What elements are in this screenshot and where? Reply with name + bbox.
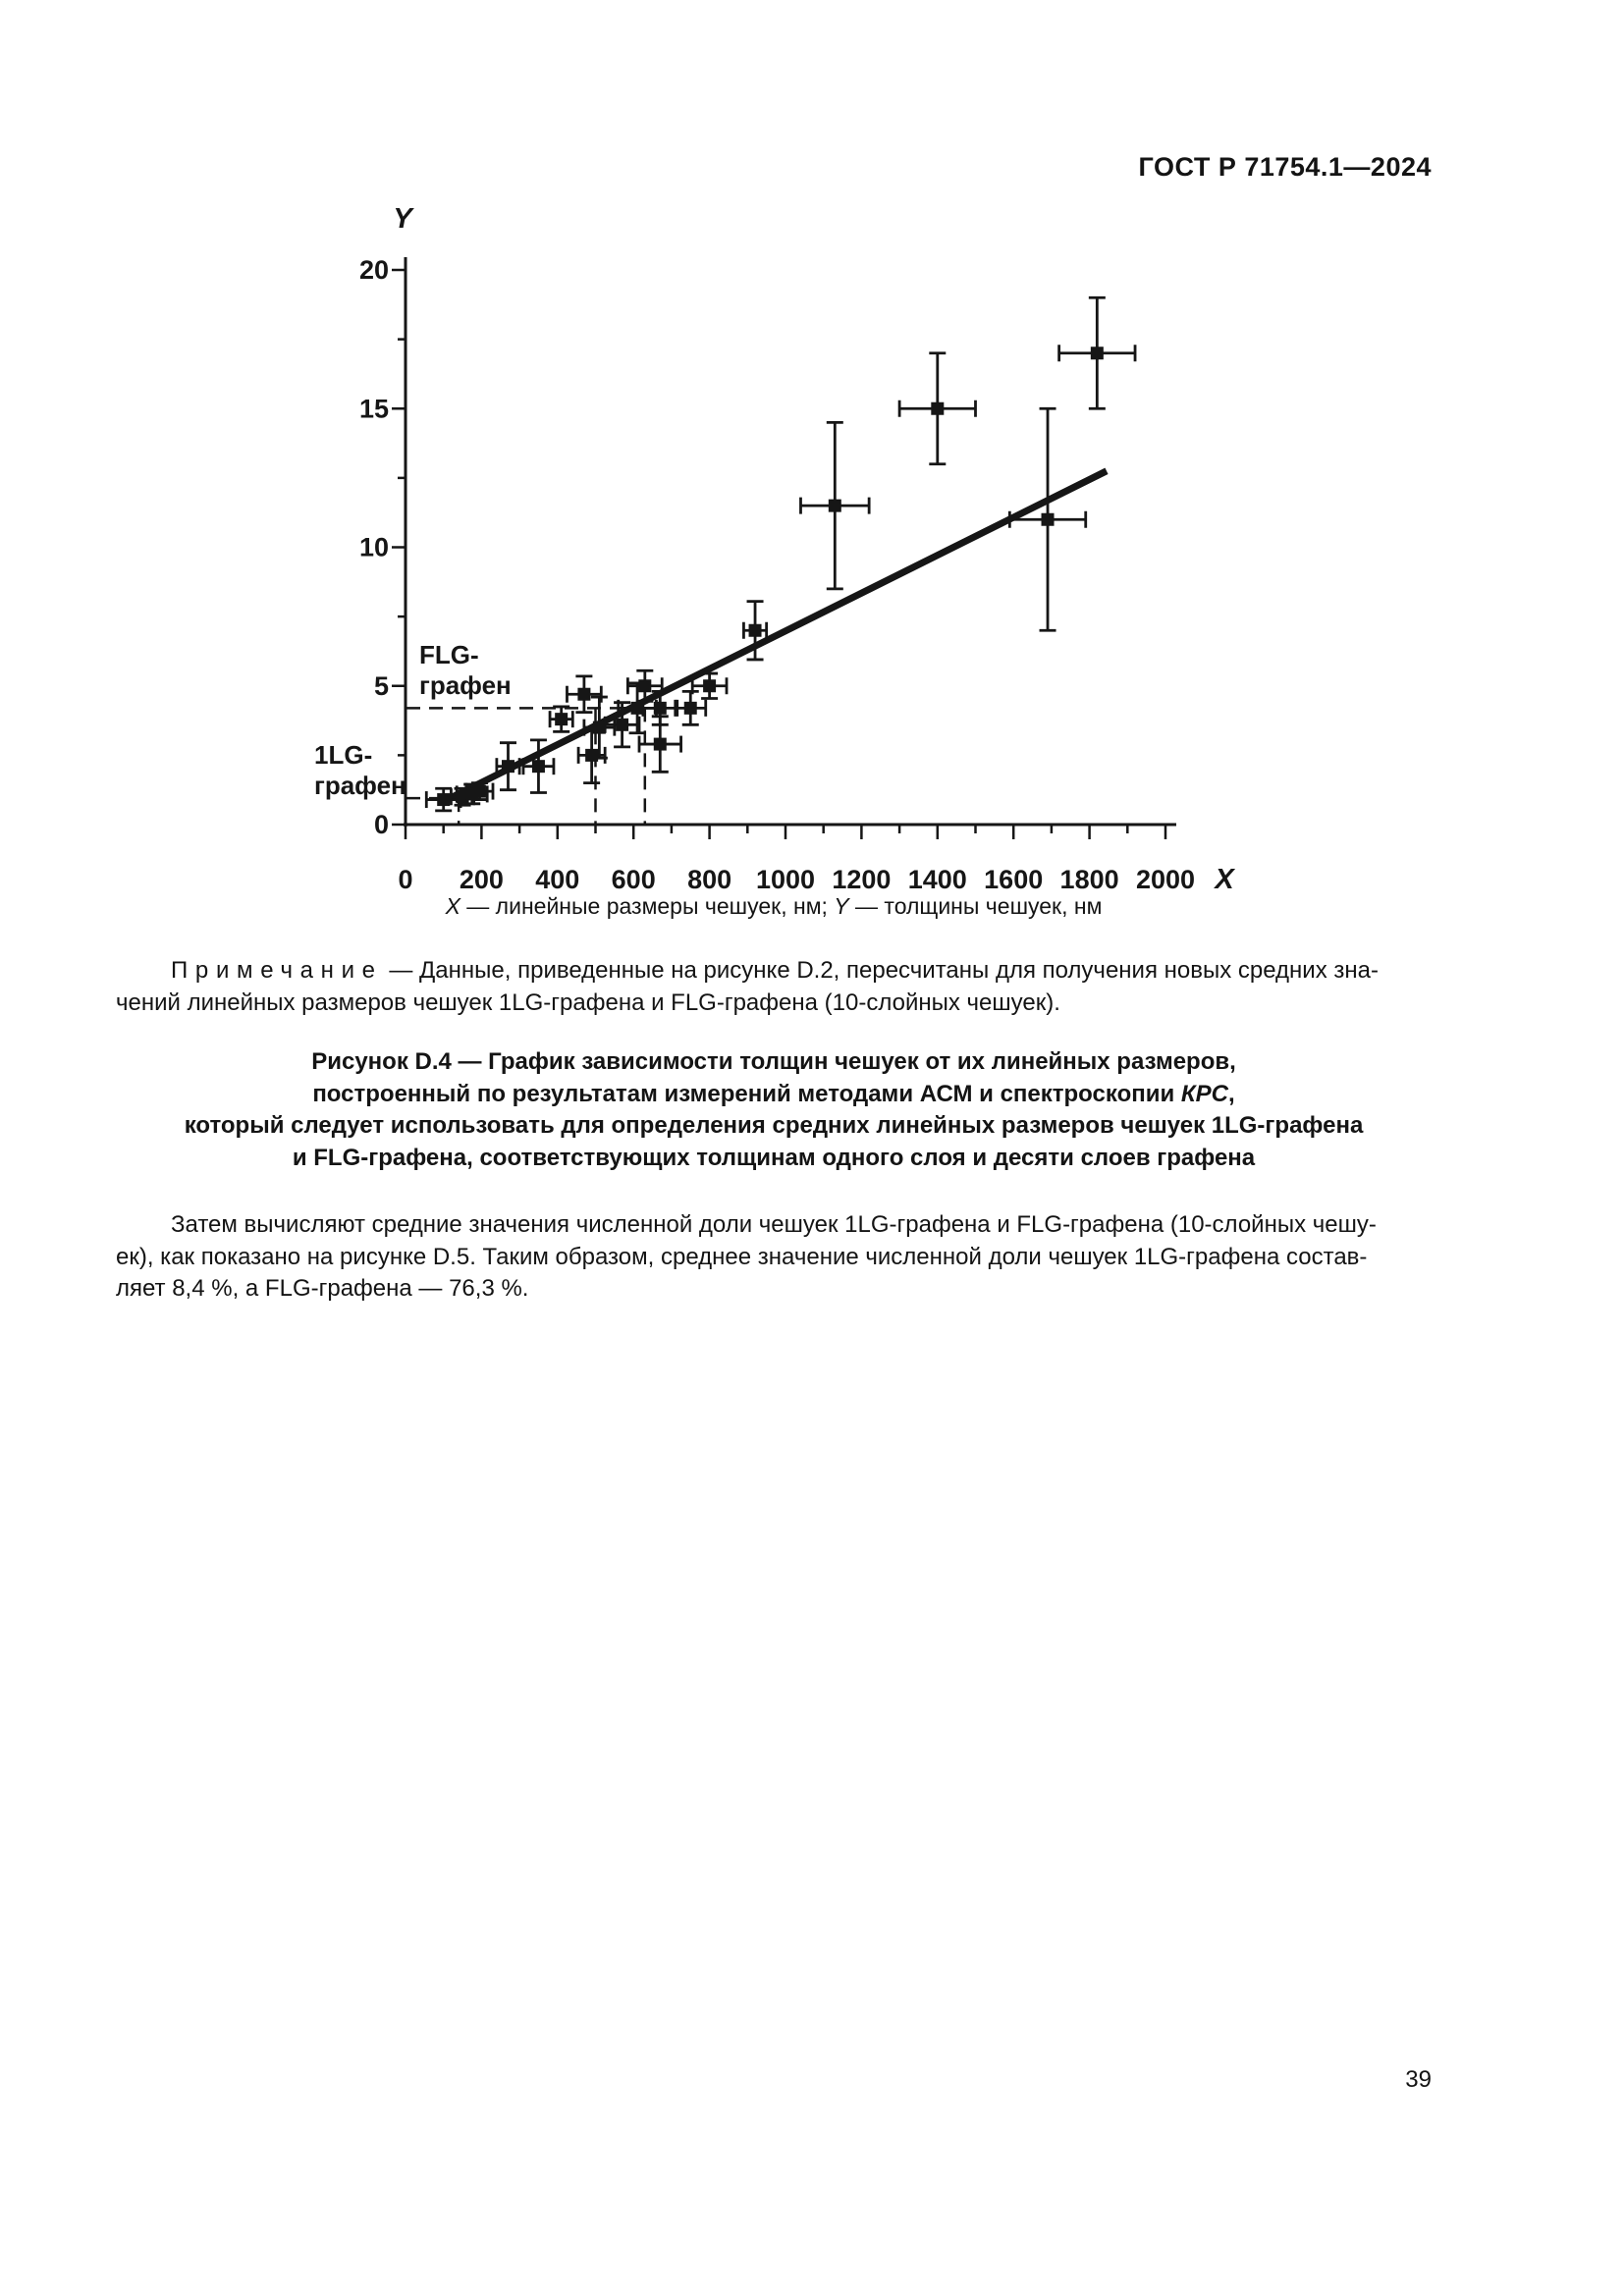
- body-text-line-1: Затем вычисляют средние значения численн…: [171, 1211, 1377, 1238]
- page-number: 39: [1405, 2066, 1432, 2093]
- body-paragraph-line-3: ляет 8,4 %, а FLG-графена — 76,3 %.: [116, 1275, 529, 1302]
- square-marker: [703, 679, 717, 693]
- data-point: [1007, 406, 1088, 632]
- x-tick-label: 1000: [756, 865, 815, 894]
- data-point: [625, 668, 664, 703]
- y-definition: — толщины чешуек, нм: [848, 893, 1103, 919]
- data-point: [548, 705, 574, 733]
- body-paragraph-line-2: ек), как показано на рисунке D.5. Таким …: [116, 1243, 1368, 1270]
- square-marker: [501, 760, 514, 774]
- caption-line2-comma: ,: [1228, 1080, 1235, 1107]
- square-marker: [437, 793, 451, 807]
- caption-line2-text: построенный по результатам измерений мет…: [312, 1080, 1181, 1107]
- y-tick-label: 5: [374, 671, 389, 701]
- data-point: [641, 690, 679, 726]
- figure-caption-line-2: построенный по результатам измерений мет…: [116, 1079, 1432, 1111]
- figure-caption: Рисунок D.4 — График зависимости толщин …: [116, 1046, 1432, 1174]
- document-header: ГОСТ Р 71754.1—2024: [1138, 152, 1432, 182]
- data-point: [464, 781, 495, 801]
- square-marker: [638, 679, 652, 693]
- square-marker: [577, 687, 591, 701]
- square-marker: [828, 499, 841, 512]
- data-point: [495, 741, 521, 792]
- square-marker: [555, 713, 568, 726]
- x-tick-label: 1200: [832, 865, 891, 894]
- square-marker: [653, 737, 667, 751]
- x-tick-label: 1600: [984, 865, 1043, 894]
- x-axis-symbol: X: [1213, 864, 1235, 895]
- data-point: [582, 695, 617, 760]
- lg-label-line-2: графен: [314, 771, 406, 800]
- caption-line2-italic: КРС: [1180, 1080, 1228, 1107]
- x-tick-label: 400: [535, 865, 579, 894]
- data-point: [897, 351, 977, 466]
- data-point: [521, 738, 556, 794]
- square-marker: [630, 701, 644, 715]
- square-marker: [1090, 347, 1104, 360]
- flg-label-line-2: графен: [419, 670, 512, 700]
- x-tick-label: 800: [687, 865, 731, 894]
- axis-definitions-caption: X — линейные размеры чешуек, нм; Y — тол…: [116, 893, 1432, 920]
- y-tick-label: 20: [359, 255, 389, 285]
- data-point: [603, 701, 641, 749]
- note-text-line-1: — Данные, приведенные на рисунке D.2, пе…: [382, 957, 1379, 984]
- y-axis-symbol: Y: [393, 203, 414, 235]
- square-marker: [531, 760, 545, 774]
- square-marker: [472, 784, 486, 798]
- data-point: [799, 420, 871, 591]
- figure-note: Примечание — Данные, приведенные на рису…: [116, 954, 1432, 1019]
- note-label: Примечание: [171, 957, 383, 984]
- x-tick-label: 1400: [908, 865, 967, 894]
- x-tick-label: 600: [612, 865, 656, 894]
- square-marker: [592, 721, 606, 734]
- x-definition: — линейные размеры чешуек, нм;: [460, 893, 835, 919]
- body-paragraph: Затем вычисляют средние значения численн…: [116, 1209, 1432, 1306]
- body-paragraph-line-1: Затем вычисляют средние значения численн…: [116, 1209, 1432, 1242]
- figure-note-line-1: Примечание — Данные, приведенные на рису…: [116, 954, 1432, 987]
- y-tick-label: 10: [359, 533, 389, 562]
- fit-line: [440, 467, 1109, 806]
- y-tick-label: 15: [359, 394, 389, 423]
- data-point: [566, 674, 603, 714]
- y-symbol: Y: [834, 893, 849, 919]
- flg-label-line-1: FLG-: [419, 640, 479, 669]
- square-marker: [1041, 512, 1055, 526]
- square-marker: [931, 401, 945, 415]
- data-point: [1057, 295, 1137, 410]
- x-tick-label: 2000: [1136, 865, 1195, 894]
- square-marker: [616, 718, 629, 731]
- figure-note-line-2: чений линейных размеров чешуек 1LG-графе…: [116, 989, 1060, 1016]
- figure-d4-chart: 0 200 400 600 800 1000 1200 1400 1600 1800 2000 0 5 1…: [0, 0, 1624, 947]
- data-point: [637, 715, 682, 774]
- square-marker: [748, 623, 762, 637]
- square-marker: [585, 748, 599, 762]
- square-marker: [653, 701, 667, 715]
- figure-caption-line-4: и FLG-графена, соответствующих толщинам …: [292, 1144, 1256, 1171]
- figure-caption-line-3: который следует использовать для определ…: [184, 1112, 1364, 1139]
- square-marker: [683, 701, 697, 715]
- data-point: [742, 600, 769, 662]
- lg-label-line-1: 1LG-: [314, 740, 372, 770]
- x-symbol: X: [445, 893, 460, 919]
- x-tick-label: 200: [460, 865, 504, 894]
- data-point: [674, 690, 708, 726]
- x-tick-label: 0: [398, 865, 412, 894]
- scatter-plot-svg: 0 200 400 600 800 1000 1200 1400 1600 1800 2000 0 5 1…: [314, 203, 1235, 895]
- data-point: [576, 725, 607, 785]
- figure-caption-line-1: Рисунок D.4 — График зависимости толщин …: [311, 1048, 1236, 1075]
- data-point: [690, 671, 729, 700]
- x-tick-label: 1800: [1060, 865, 1119, 894]
- y-tick-label: 0: [374, 810, 389, 839]
